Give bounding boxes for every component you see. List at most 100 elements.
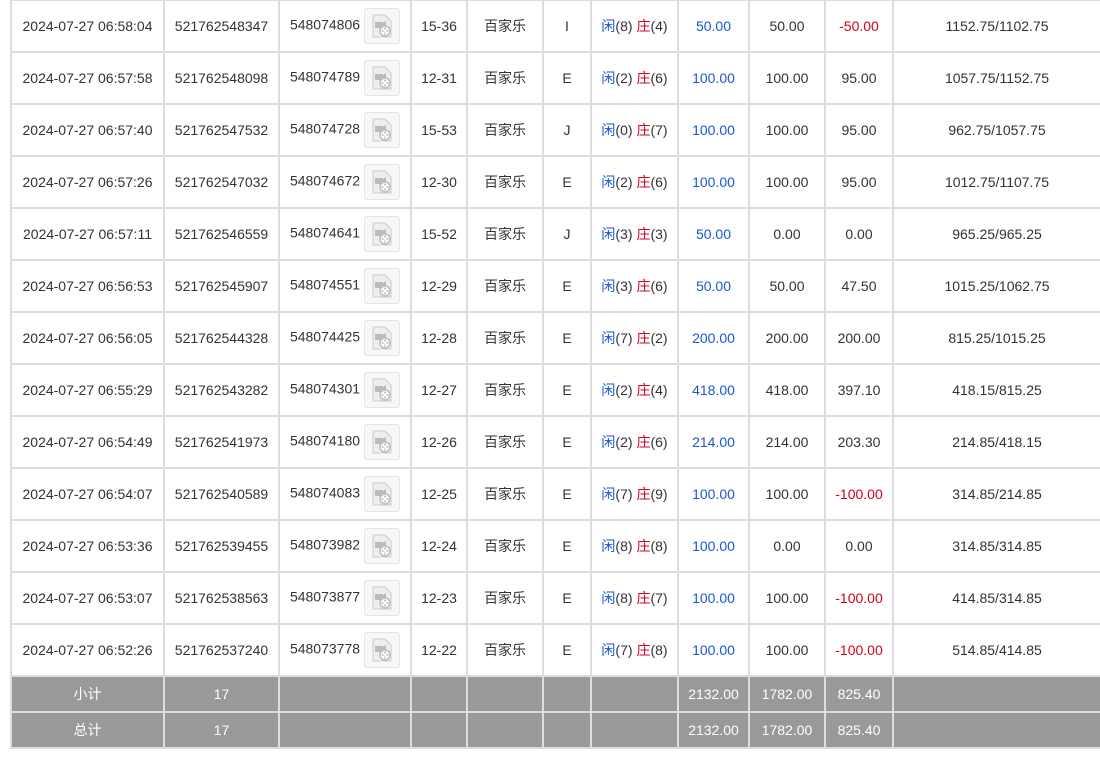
round-id: 548074641 bbox=[289, 224, 361, 241]
bet-amount[interactable]: 200.00 bbox=[677, 311, 750, 365]
win-loss: -100.00 bbox=[824, 467, 894, 521]
win-loss: 95.00 bbox=[824, 51, 894, 105]
bet-id: 521762543282 bbox=[163, 363, 280, 417]
bet-time: 2024-07-27 06:54:07 bbox=[10, 467, 165, 521]
total-count: 17 bbox=[163, 711, 280, 749]
video-replay-icon[interactable] bbox=[364, 580, 401, 616]
valid-amount: 214.00 bbox=[748, 415, 826, 469]
bet-amount[interactable]: 418.00 bbox=[677, 363, 750, 417]
player-points: (2) bbox=[615, 382, 633, 398]
result-cell: 闲(7) 庄(9) bbox=[590, 467, 679, 521]
player-label: 闲 bbox=[601, 226, 616, 242]
win-loss: -100.00 bbox=[824, 623, 894, 677]
bet-amount[interactable]: 100.00 bbox=[677, 103, 750, 157]
bet-type: E bbox=[542, 623, 592, 677]
bet-amount[interactable]: 100.00 bbox=[677, 155, 750, 209]
player-points: (7) bbox=[615, 642, 633, 658]
win-loss: 397.10 bbox=[824, 363, 894, 417]
game-name: 百家乐 bbox=[466, 363, 544, 417]
banker-label: 庄 bbox=[636, 278, 651, 294]
bet-time: 2024-07-27 06:53:36 bbox=[10, 519, 165, 573]
player-points: (2) bbox=[615, 174, 633, 190]
banker-points: (6) bbox=[650, 278, 668, 294]
bet-amount[interactable]: 100.00 bbox=[677, 519, 750, 573]
video-replay-icon[interactable] bbox=[364, 320, 401, 356]
bet-records-table: 2024-07-27 06:58:04 521762548347 548074806… bbox=[10, 0, 1100, 749]
game-name: 百家乐 bbox=[466, 103, 544, 157]
video-replay-icon[interactable] bbox=[364, 424, 401, 460]
balance: 1015.25/1062.75 bbox=[892, 259, 1100, 313]
bet-time: 2024-07-27 06:53:07 bbox=[10, 571, 165, 625]
bet-amount[interactable]: 100.00 bbox=[677, 571, 750, 625]
round-id: 548074180 bbox=[289, 432, 361, 449]
round-id: 548073778 bbox=[289, 640, 361, 657]
bet-amount[interactable]: 50.00 bbox=[677, 207, 750, 261]
table-row: 2024-07-27 06:57:11 521762546559 548074641… bbox=[10, 207, 1100, 261]
table-no: 12-22 bbox=[410, 623, 468, 677]
result-cell: 闲(2) 庄(4) bbox=[590, 363, 679, 417]
bet-id: 521762538563 bbox=[163, 571, 280, 625]
round-cell: 548074425 bbox=[278, 311, 412, 365]
banker-points: (7) bbox=[650, 122, 668, 138]
video-replay-icon[interactable] bbox=[364, 60, 401, 96]
round-cell: 548074672 bbox=[278, 155, 412, 209]
video-replay-icon[interactable] bbox=[364, 632, 401, 668]
player-label: 闲 bbox=[601, 70, 616, 86]
round-cell: 548073877 bbox=[278, 571, 412, 625]
video-replay-icon[interactable] bbox=[364, 528, 401, 564]
video-replay-icon[interactable] bbox=[364, 476, 401, 512]
table-no: 12-23 bbox=[410, 571, 468, 625]
player-label: 闲 bbox=[601, 122, 616, 138]
bet-type: E bbox=[542, 415, 592, 469]
table-no: 12-27 bbox=[410, 363, 468, 417]
table-no: 12-30 bbox=[410, 155, 468, 209]
result-cell: 闲(7) 庄(2) bbox=[590, 311, 679, 365]
game-name: 百家乐 bbox=[466, 415, 544, 469]
banker-points: (7) bbox=[650, 590, 668, 606]
table-row: 2024-07-27 06:57:26 521762547032 548074672… bbox=[10, 155, 1100, 209]
round-cell: 548074789 bbox=[278, 51, 412, 105]
bet-amount[interactable]: 50.00 bbox=[677, 0, 750, 53]
table-row: 2024-07-27 06:53:36 521762539455 548073982… bbox=[10, 519, 1100, 573]
video-replay-icon[interactable] bbox=[364, 372, 401, 408]
video-replay-icon[interactable] bbox=[364, 112, 401, 148]
result-cell: 闲(3) 庄(3) bbox=[590, 207, 679, 261]
video-replay-icon[interactable] bbox=[364, 268, 401, 304]
bet-amount[interactable]: 100.00 bbox=[677, 51, 750, 105]
bet-type: E bbox=[542, 363, 592, 417]
result-cell: 闲(2) 庄(6) bbox=[590, 51, 679, 105]
bet-type: E bbox=[542, 259, 592, 313]
banker-label: 庄 bbox=[636, 330, 651, 346]
total-label: 总计 bbox=[10, 711, 165, 749]
banker-label: 庄 bbox=[636, 538, 651, 554]
player-points: (7) bbox=[615, 486, 633, 502]
table-no: 12-31 bbox=[410, 51, 468, 105]
video-replay-icon[interactable] bbox=[364, 164, 401, 200]
win-loss: 47.50 bbox=[824, 259, 894, 313]
video-replay-icon[interactable] bbox=[364, 8, 401, 44]
game-name: 百家乐 bbox=[466, 259, 544, 313]
valid-amount: 0.00 bbox=[748, 519, 826, 573]
round-id: 548074806 bbox=[289, 16, 361, 33]
valid-amount: 200.00 bbox=[748, 311, 826, 365]
subtotal-count: 17 bbox=[163, 675, 280, 713]
bet-amount[interactable]: 214.00 bbox=[677, 415, 750, 469]
bet-amount[interactable]: 50.00 bbox=[677, 259, 750, 313]
banker-label: 庄 bbox=[636, 486, 651, 502]
win-loss: 95.00 bbox=[824, 103, 894, 157]
bet-time: 2024-07-27 06:52:26 bbox=[10, 623, 165, 677]
table-row: 2024-07-27 06:57:58 521762548098 548074789… bbox=[10, 51, 1100, 105]
valid-amount: 418.00 bbox=[748, 363, 826, 417]
subtotal-row: 小计 17 2132.00 1782.00 825.40 bbox=[10, 675, 1100, 713]
round-cell: 548074180 bbox=[278, 415, 412, 469]
player-points: (3) bbox=[615, 278, 633, 294]
valid-amount: 100.00 bbox=[748, 467, 826, 521]
video-replay-icon[interactable] bbox=[364, 216, 401, 252]
bet-amount[interactable]: 100.00 bbox=[677, 623, 750, 677]
table-no: 15-36 bbox=[410, 0, 468, 53]
round-id: 548074301 bbox=[289, 380, 361, 397]
banker-label: 庄 bbox=[636, 434, 651, 450]
table-no: 12-26 bbox=[410, 415, 468, 469]
bet-amount[interactable]: 100.00 bbox=[677, 467, 750, 521]
valid-amount: 100.00 bbox=[748, 155, 826, 209]
